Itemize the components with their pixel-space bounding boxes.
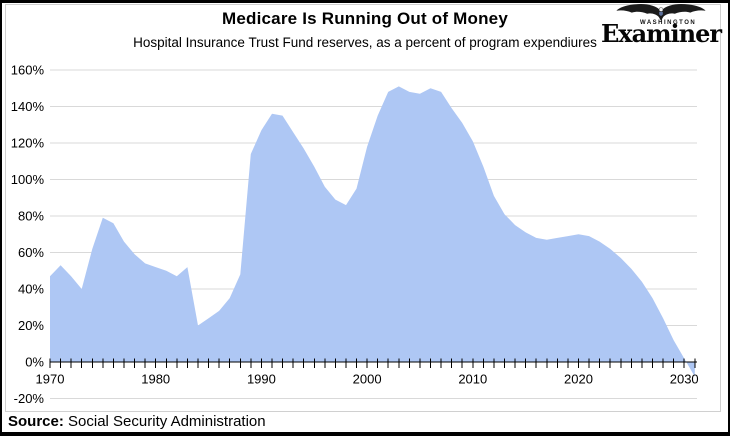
x-axis-label: 2030: [670, 372, 699, 387]
y-axis-label: 120%: [11, 136, 45, 151]
x-axis-label: 2010: [458, 372, 487, 387]
washington-examiner-logo: WASHINGTON Examiner: [600, 3, 722, 51]
y-axis-label: 100%: [11, 172, 45, 187]
y-axis-label: -20%: [14, 391, 45, 406]
y-axis-label: 140%: [11, 99, 45, 114]
chart-subtitle: Hospital Insurance Trust Fund reserves, …: [133, 35, 597, 50]
source-label: Source:: [8, 413, 64, 430]
y-axis-label: 40%: [18, 282, 44, 297]
x-axis-label: 1970: [36, 372, 65, 387]
logo-washington-text: WASHINGTON: [640, 20, 697, 26]
source-text: Social Security Administration: [63, 413, 266, 430]
area-series: [50, 86, 695, 377]
y-axis-label: 0%: [25, 355, 44, 370]
x-axis-label: 2000: [353, 372, 382, 387]
y-axis-label: 80%: [18, 209, 44, 224]
x-axis-label: 1990: [247, 372, 276, 387]
chart-frame: [5, 4, 721, 412]
logo-examiner-text: Examiner: [600, 19, 722, 48]
x-axis-label: 2020: [564, 372, 593, 387]
chart-title: Medicare Is Running Out of Money: [222, 9, 508, 28]
source-line: Source: Social Security Administration: [8, 413, 266, 431]
eagle-icon: [616, 3, 706, 21]
y-axis-label: 160%: [11, 63, 45, 78]
y-axis-label: 60%: [18, 245, 44, 260]
y-axis-label: 20%: [18, 318, 44, 333]
x-axis-label: 1980: [141, 372, 170, 387]
